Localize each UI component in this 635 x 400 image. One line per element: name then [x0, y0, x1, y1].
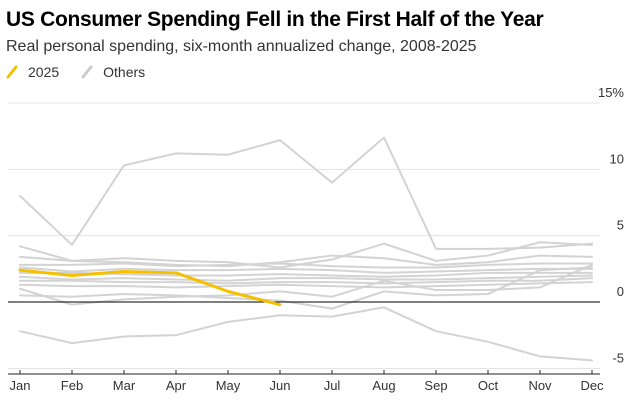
chart-title: US Consumer Spending Fell in the First H…: [6, 8, 544, 31]
series-line-other: [19, 266, 593, 274]
series-line-other: [19, 241, 593, 269]
series-line-other: [19, 281, 593, 289]
series-line-other: [19, 254, 593, 268]
series-line-other: [19, 274, 593, 282]
series-line-other: [19, 277, 593, 285]
y-tick-label: -5: [612, 350, 624, 365]
legend-label-2025: 2025: [28, 64, 60, 80]
legend-item-2025: 2025: [6, 64, 59, 80]
y-tick-label: 15%: [598, 85, 624, 100]
x-tick-label: Mar: [113, 378, 136, 393]
series-line-other: [19, 266, 593, 310]
chart-subtitle: Real personal spending, six-month annual…: [6, 38, 477, 55]
x-tick-label: May: [216, 378, 241, 393]
chart-legend: 2025 Others: [6, 62, 167, 82]
x-tick-label: Nov: [528, 378, 552, 393]
x-tick-label: Oct: [478, 378, 499, 393]
x-tick-label: Apr: [166, 378, 187, 393]
series-line-other: [19, 306, 593, 362]
legend-swatch-others: [81, 65, 93, 79]
x-tick-label: Sep: [424, 378, 447, 393]
x-tick-label: Feb: [61, 378, 83, 393]
x-tick-label: Jan: [10, 378, 31, 393]
series-line-other: [19, 136, 593, 250]
x-tick-label: Aug: [372, 378, 395, 393]
x-tick-label: Dec: [580, 378, 604, 393]
y-tick-label: 0: [617, 284, 624, 299]
series-line-other: [19, 262, 593, 269]
series-line-other: [19, 271, 593, 278]
legend-label-others: Others: [103, 64, 146, 80]
y-tick-label: 10: [610, 151, 624, 166]
x-tick-label: Jun: [270, 378, 291, 393]
legend-item-others: Others: [81, 64, 145, 80]
legend-swatch-2025: [6, 65, 18, 79]
x-tick-label: Jul: [324, 378, 341, 393]
series-line-2025: [18, 268, 282, 307]
y-tick-label: 5: [617, 218, 624, 233]
